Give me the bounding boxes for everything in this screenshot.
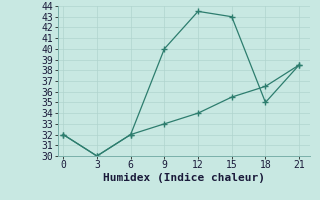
X-axis label: Humidex (Indice chaleur): Humidex (Indice chaleur) [103,173,265,183]
